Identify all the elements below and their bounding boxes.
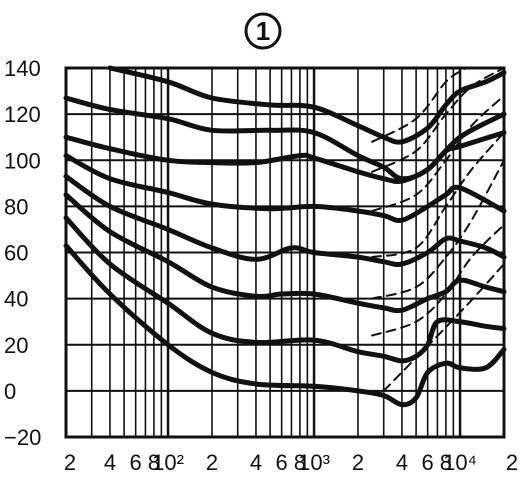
- series-group: [63, 65, 507, 408]
- y-tick-label: 0: [4, 379, 16, 404]
- loudness-contour-line: [63, 153, 507, 224]
- y-tick-label: 40: [4, 287, 28, 312]
- marker-circle: [244, 12, 282, 50]
- x-tick-label: 6: [276, 450, 288, 475]
- x-tick-label: 8: [294, 450, 306, 475]
- x-tick-label: 4: [250, 450, 262, 475]
- y-tick-label: 60: [4, 241, 28, 266]
- x-tick-label: 2: [206, 450, 218, 475]
- x-tick-label: 4: [104, 450, 116, 475]
- x-tick-label: 2: [64, 450, 76, 475]
- x-tick-label: 10⁴: [443, 450, 477, 475]
- x-tick-label: 4: [396, 450, 408, 475]
- x-tick-label: 10²: [152, 450, 184, 475]
- dashed-contour-line: [371, 67, 468, 143]
- dashed-contour-line: [371, 94, 505, 212]
- x-tick-label: 8: [440, 450, 452, 475]
- loudness-contour-line: [63, 95, 507, 182]
- dashed-contour-line: [382, 263, 505, 392]
- y-tick-label: 80: [4, 194, 28, 219]
- loudness-contour-line: [63, 215, 507, 364]
- y-tick-label: 120: [4, 102, 41, 127]
- y-tick-label: −20: [4, 425, 41, 450]
- loudness-contour-line: [63, 243, 507, 408]
- dashed-contour-line: [371, 159, 505, 300]
- x-tick-label: 6: [130, 450, 142, 475]
- chart-marker: 1: [244, 12, 282, 50]
- marker-label: 1: [256, 16, 270, 46]
- dashed-contour-line: [371, 67, 505, 173]
- dashed-contour-line: [371, 131, 505, 259]
- loudness-contour-line: [63, 173, 507, 267]
- x-tick-label: 2: [506, 450, 518, 475]
- loudness-contour-line: [107, 65, 507, 145]
- loudness-contour-line: [63, 192, 507, 314]
- y-tick-labels: 140 120 100 80 60 40 20 0 −20: [4, 56, 41, 450]
- plot-frame: [64, 66, 506, 439]
- dashed-contour-line: [371, 223, 505, 337]
- x-tick-label: 6: [422, 450, 434, 475]
- y-tick-label: 100: [4, 148, 41, 173]
- y-tick-label: 140: [4, 56, 41, 81]
- x-tick-label: 10³: [298, 450, 330, 475]
- x-tick-label: 8: [148, 450, 160, 475]
- y-tick-label: 20: [4, 333, 28, 358]
- x-tick-label: 2: [352, 450, 364, 475]
